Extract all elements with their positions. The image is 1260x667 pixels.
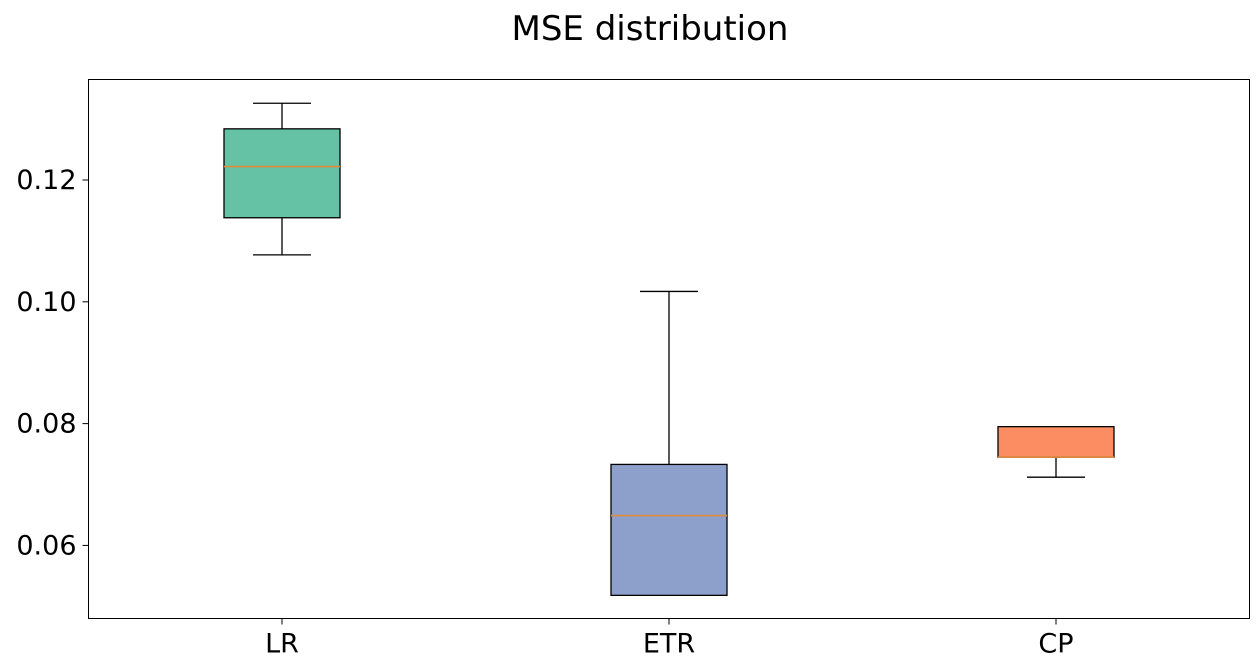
box-cp: [997, 426, 1115, 478]
box-body: [223, 128, 341, 219]
x-tick-label: CP: [1038, 629, 1073, 660]
y-tick-label: 0.12: [16, 165, 76, 196]
y-tick-label: 0.08: [16, 409, 76, 440]
box-body: [610, 463, 728, 597]
y-axis: 0.06 0.08 0.10 0.12: [16, 165, 89, 561]
x-tick-label: ETR: [643, 629, 695, 660]
box-body: [997, 426, 1115, 458]
y-tick-label: 0.10: [16, 287, 76, 318]
x-tick-label: LR: [265, 629, 299, 660]
x-axis: LR ETR CP: [265, 618, 1074, 660]
box-etr: [610, 290, 728, 597]
box-lr: [223, 102, 341, 256]
y-tick-label: 0.06: [16, 530, 76, 561]
box-plot-series: [223, 102, 1115, 597]
chart-title: MSE distribution: [512, 9, 789, 49]
